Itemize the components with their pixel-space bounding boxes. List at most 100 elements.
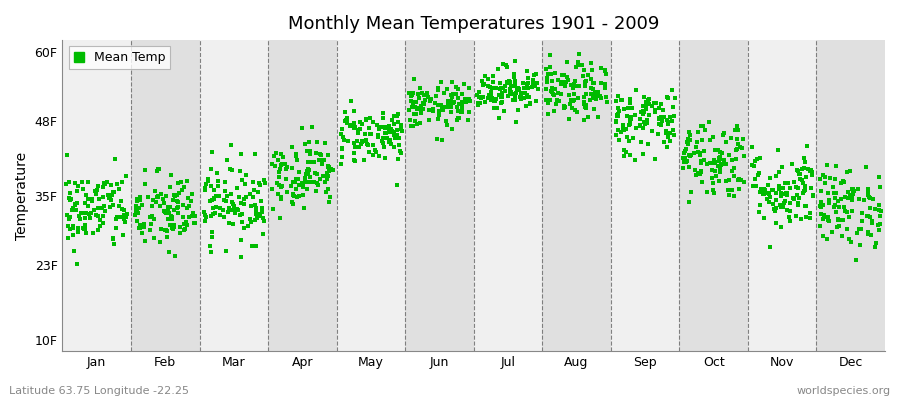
Point: [356, 120, 370, 127]
Point: [850, 230, 864, 236]
Point: [348, 144, 363, 150]
Point: [758, 186, 772, 193]
Point: [484, 90, 499, 96]
Point: [346, 157, 361, 164]
Point: [816, 232, 831, 239]
Point: [728, 126, 742, 133]
Point: [71, 225, 86, 232]
Point: [289, 186, 303, 193]
Point: [371, 134, 385, 140]
Point: [138, 180, 152, 187]
Point: [851, 186, 866, 192]
Point: [299, 171, 313, 178]
Point: [709, 173, 724, 179]
Point: [340, 120, 355, 126]
Point: [657, 138, 671, 145]
Point: [170, 192, 184, 198]
Point: [203, 166, 218, 173]
Point: [438, 118, 453, 124]
Point: [714, 162, 728, 168]
Point: [112, 186, 126, 192]
Point: [641, 140, 655, 147]
Point: [248, 216, 262, 223]
Point: [680, 139, 695, 146]
Point: [789, 192, 804, 198]
Point: [813, 175, 827, 182]
Point: [842, 214, 856, 220]
Point: [706, 159, 721, 166]
Point: [725, 187, 740, 193]
Point: [382, 123, 396, 129]
Point: [253, 211, 267, 217]
Point: [514, 90, 528, 97]
Point: [750, 156, 764, 162]
Point: [310, 180, 324, 186]
Point: [574, 62, 589, 68]
Point: [545, 85, 560, 92]
Point: [590, 91, 604, 98]
Point: [166, 225, 180, 232]
Point: [326, 167, 340, 174]
Point: [390, 113, 404, 119]
Point: [861, 231, 876, 237]
Point: [695, 179, 709, 186]
Point: [747, 162, 761, 169]
Point: [832, 204, 846, 210]
Point: [404, 98, 419, 104]
Point: [461, 117, 475, 124]
Point: [220, 157, 234, 163]
Point: [774, 224, 788, 230]
Point: [66, 231, 80, 238]
Point: [846, 185, 860, 192]
Point: [204, 234, 219, 240]
Point: [662, 119, 676, 125]
Point: [166, 207, 181, 213]
Point: [371, 132, 385, 138]
Point: [441, 102, 455, 109]
Point: [86, 207, 101, 214]
Point: [138, 167, 152, 173]
Point: [403, 92, 418, 99]
Point: [426, 106, 440, 112]
Point: [130, 206, 144, 212]
Point: [128, 212, 142, 218]
Point: [682, 129, 697, 135]
Point: [579, 105, 593, 111]
Point: [76, 210, 91, 216]
Point: [95, 194, 110, 200]
Point: [423, 98, 437, 104]
Point: [724, 135, 738, 141]
Point: [353, 126, 367, 132]
Point: [347, 120, 362, 126]
Point: [506, 97, 520, 104]
Point: [455, 105, 470, 111]
Point: [429, 93, 444, 100]
Point: [623, 114, 637, 120]
Point: [491, 92, 506, 98]
Point: [868, 244, 883, 250]
Point: [565, 98, 580, 104]
Point: [576, 94, 590, 100]
Point: [449, 84, 464, 90]
Point: [616, 97, 630, 104]
Bar: [611, 40, 680, 351]
Point: [149, 168, 164, 174]
Point: [118, 218, 132, 225]
Point: [235, 210, 249, 217]
Point: [289, 152, 303, 159]
Point: [541, 111, 555, 117]
Point: [109, 224, 123, 231]
Point: [341, 137, 356, 144]
Point: [771, 147, 786, 153]
Point: [865, 220, 879, 227]
Point: [507, 71, 521, 77]
Point: [66, 224, 80, 231]
Bar: [200, 40, 268, 351]
Point: [156, 196, 170, 202]
Point: [845, 190, 859, 197]
Point: [843, 168, 858, 174]
Point: [295, 180, 310, 186]
Point: [414, 106, 428, 112]
Point: [788, 213, 803, 219]
Point: [90, 187, 104, 194]
